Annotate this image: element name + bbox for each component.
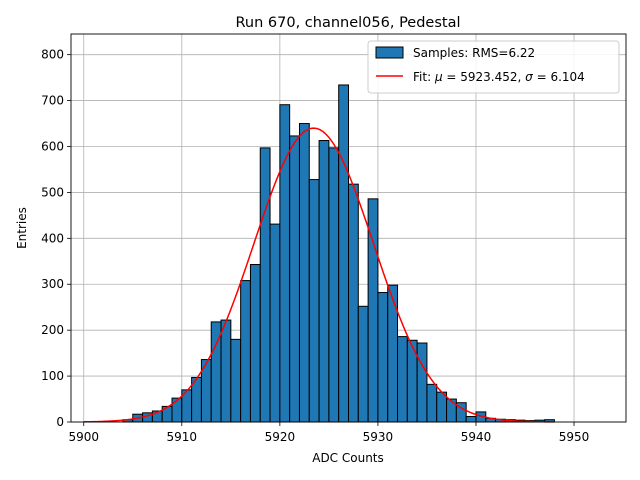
histogram-bar [249,264,261,423]
legend-fit-mu-symbol: μ [434,70,443,84]
histogram-bar [171,397,183,423]
y-axis-label: Entries [15,207,29,249]
y-tick-label: 500 [41,185,64,199]
x-tick-label: 5930 [363,430,394,444]
histogram-bar [377,292,389,423]
x-tick-label: 5920 [265,430,296,444]
histogram-bar [269,223,281,423]
histogram-bar [416,342,428,423]
y-tick-label: 700 [41,94,64,108]
y-tick-label: 600 [41,139,64,153]
histogram-bars [122,84,555,423]
y-tick-label: 0 [56,415,64,429]
histogram-bar [318,140,330,423]
legend: Samples: RMS=6.22 Fit: μ = 5923.452, σ =… [367,40,620,94]
histogram-bar [220,319,232,423]
chart-title: Run 670, channel056, Pedestal [235,15,460,31]
histogram-bar [289,135,300,423]
x-axis-label: ADC Counts [312,451,384,465]
histogram-bar [328,147,340,423]
y-tick-label: 800 [41,48,64,62]
histogram-bar [308,179,320,423]
histogram-bar [387,284,399,423]
x-tick-label: 5900 [68,430,99,444]
y-axis-ticks: 0 100 200 300 400 500 600 700 800 [41,48,71,429]
histogram-bar [357,305,369,423]
histogram-bar [230,338,242,423]
legend-label-fit: Fit: μ = 5923.452, σ = 6.104 [413,70,585,84]
histogram-bar [397,336,408,423]
plot-frame [70,33,627,423]
legend-label-samples: Samples: RMS=6.22 [413,46,535,60]
histogram-bar [426,383,438,423]
y-tick-label: 300 [41,277,64,291]
histogram-bar [338,84,349,423]
histogram-bar [298,123,310,423]
legend-fit-mu-text: = 5923.452, [443,70,526,84]
legend-fit-sigma-text: = 6.104 [533,70,585,84]
x-tick-label: 5950 [559,430,590,444]
histogram-bar [465,415,477,423]
legend-swatch-samples [375,46,404,59]
legend-box [367,40,620,94]
y-tick-label: 400 [41,231,64,245]
histogram-bar [240,280,251,423]
y-tick-label: 100 [41,369,64,383]
histogram-bar [259,147,271,423]
x-tick-label: 5940 [461,430,492,444]
x-tick-label: 5910 [167,430,198,444]
fit-curve [83,127,555,423]
legend-fit-prefix: Fit: [413,70,435,84]
legend-fit-sigma-symbol: σ [525,70,533,84]
histogram-bar [436,391,448,423]
y-tick-label: 200 [41,323,64,337]
histogram-bar [348,183,359,423]
x-axis-ticks: 5900 5910 5920 5930 5940 5950 [68,422,589,444]
histogram-bar [446,398,457,423]
